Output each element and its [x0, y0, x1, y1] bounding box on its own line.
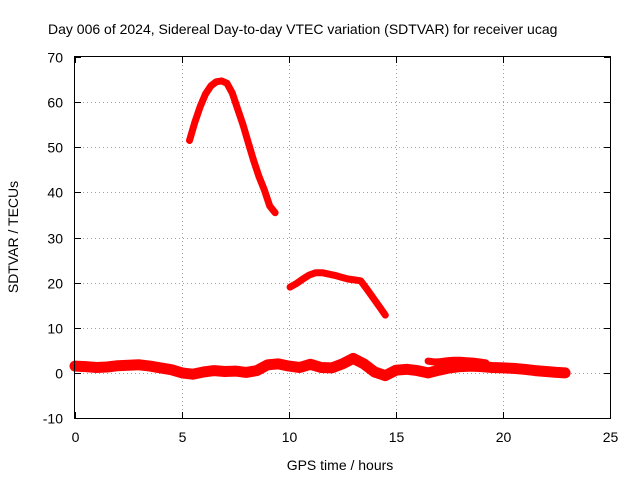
x-tick-label: 5 [179, 429, 187, 445]
series-layer [69, 77, 571, 382]
y-axis-label: SDTVAR / TECUs [5, 181, 21, 293]
plot-frame [74, 56, 611, 419]
y-tick-label: 20 [47, 276, 63, 292]
y-tick-label: -10 [43, 411, 63, 427]
x-tick-label: 10 [282, 429, 298, 445]
x-tick-labels: 0 5 10 15 20 25 [72, 429, 619, 445]
y-tick-label: 50 [47, 140, 63, 156]
y-tick-label: 0 [55, 366, 63, 382]
y-tick-label: 70 [47, 50, 63, 66]
x-tick-label: 25 [603, 429, 619, 445]
y-tick-label: 10 [47, 321, 63, 337]
y-tick-label: 40 [47, 185, 63, 201]
grid-lines [75, 57, 610, 418]
series-line-arc-2 [286, 269, 389, 319]
series-line-arc-1 [186, 77, 279, 217]
series-line-arc-3 [69, 352, 571, 382]
x-tick-label: 20 [496, 429, 512, 445]
y-tick-labels: -10 0 10 20 30 40 50 60 70 [43, 50, 63, 427]
y-tick-label: 60 [47, 95, 63, 111]
y-tick-label: 30 [47, 231, 63, 247]
chart-title: Day 006 of 2024, Sidereal Day-to-day VTE… [48, 21, 557, 37]
series-line-arc-4 [424, 356, 490, 367]
axis-ticks [75, 57, 611, 419]
x-axis-label: GPS time / hours [287, 457, 394, 473]
x-tick-label: 0 [72, 429, 80, 445]
x-tick-label: 15 [389, 429, 405, 445]
